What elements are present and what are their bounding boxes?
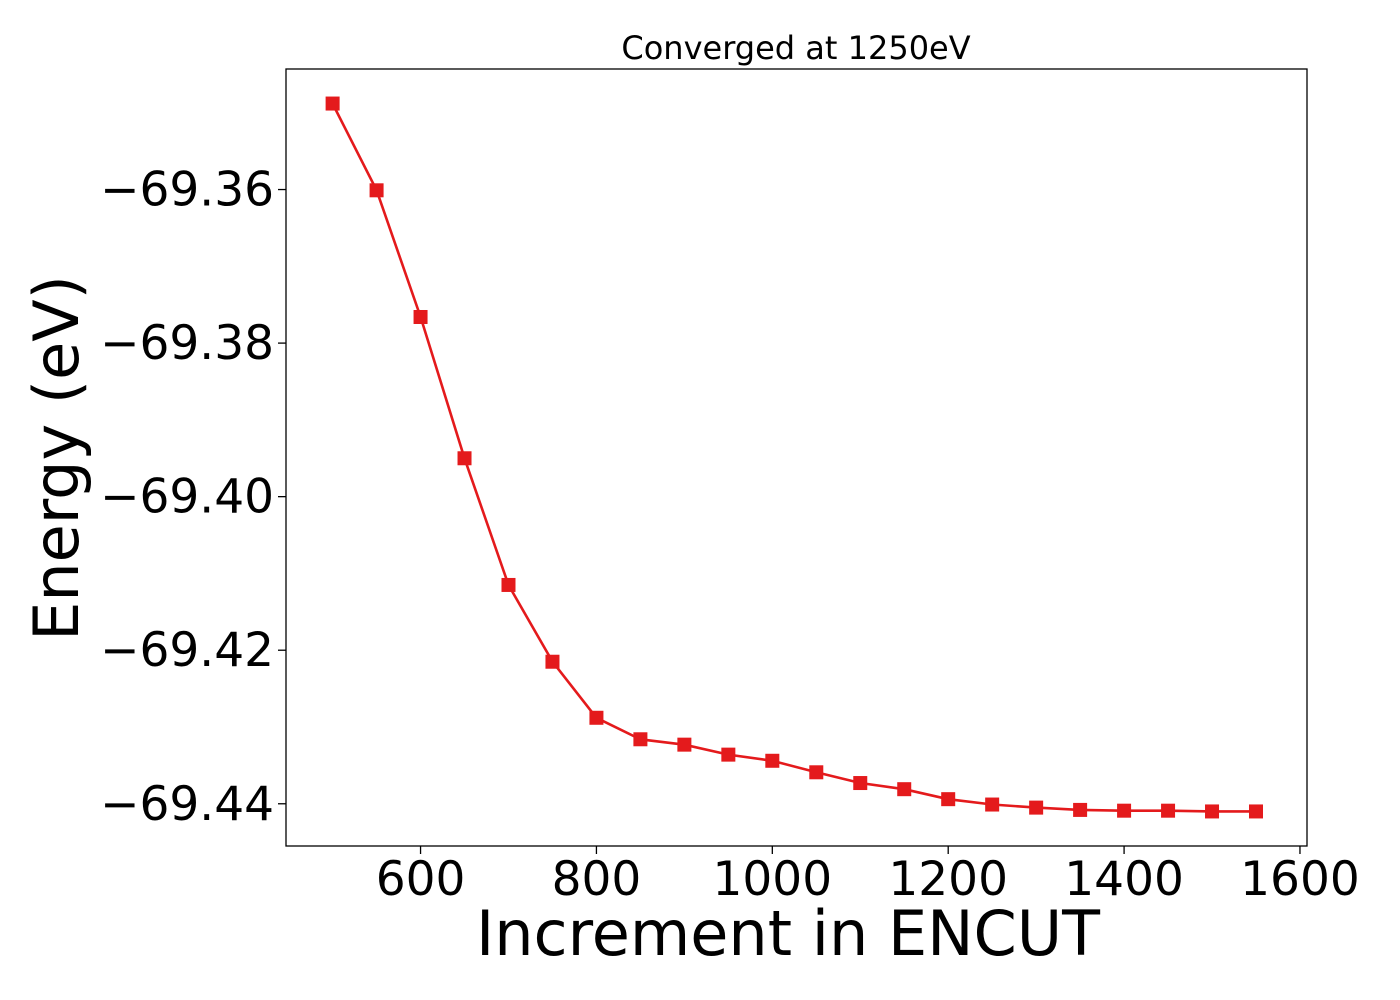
- data-point: [897, 782, 912, 797]
- x-tick-label: 1400: [1064, 852, 1184, 907]
- chart-title: Converged at 1250eV: [621, 29, 970, 67]
- data-point: [589, 710, 604, 725]
- y-axis: −69.36 −69.38 −69.40 −69.42 −69.44: [100, 163, 286, 832]
- data-point: [501, 577, 516, 592]
- y-axis-label: Energy (eV): [20, 275, 93, 641]
- x-axis-label: Increment in ENCUT: [476, 897, 1101, 970]
- data-point: [809, 765, 824, 780]
- data-point: [985, 797, 1000, 812]
- data-point: [677, 737, 692, 752]
- data-point: [853, 776, 868, 791]
- data-point: [1161, 803, 1176, 818]
- data-point: [413, 309, 428, 324]
- data-point: [941, 792, 956, 807]
- series-line: [331, 103, 1256, 813]
- y-tick-label: −69.44: [100, 777, 274, 832]
- data-point: [1029, 800, 1044, 815]
- data-point: [1117, 803, 1132, 818]
- data-series: [325, 96, 1263, 819]
- data-point: [457, 451, 472, 466]
- x-tick-label: 800: [552, 852, 642, 907]
- x-axis: 600 800 1000 1200 1400 1600: [376, 846, 1360, 907]
- y-tick-label: −69.36: [100, 163, 274, 218]
- data-point: [325, 96, 340, 111]
- data-point: [1073, 802, 1088, 817]
- data-point: [633, 732, 648, 747]
- x-tick-label: 600: [376, 852, 466, 907]
- data-point: [1205, 804, 1220, 819]
- plot-area: [285, 68, 1308, 847]
- y-tick-label: −69.38: [100, 316, 274, 371]
- x-tick-label: 1200: [888, 852, 1008, 907]
- y-tick-label: −69.40: [100, 470, 274, 525]
- data-point: [545, 654, 560, 669]
- x-tick-label: 1600: [1240, 852, 1360, 907]
- data-point: [721, 747, 736, 762]
- data-point: [369, 183, 384, 198]
- y-tick-label: −69.42: [100, 623, 274, 678]
- x-tick-label: 1000: [713, 852, 833, 907]
- data-point: [765, 753, 780, 768]
- data-point: [1248, 804, 1263, 819]
